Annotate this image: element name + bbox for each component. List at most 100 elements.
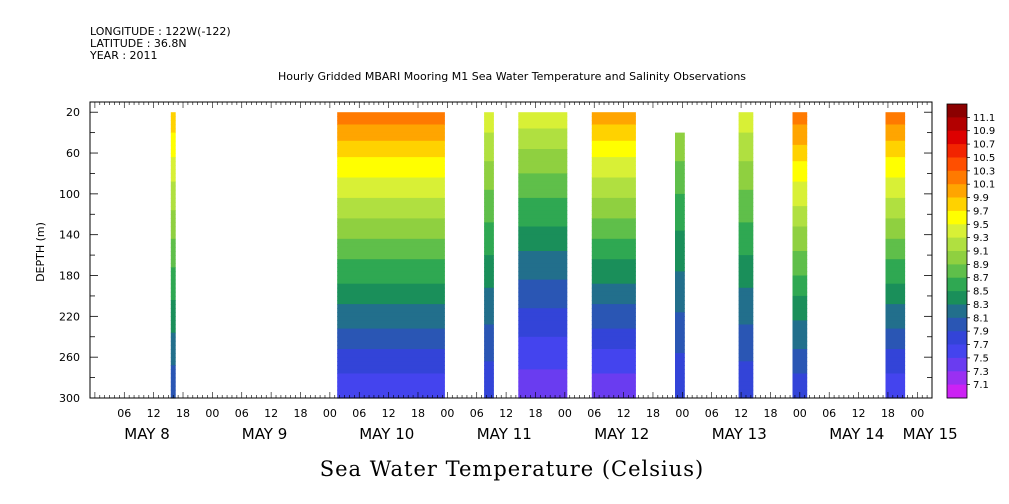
temperature-cell bbox=[675, 357, 685, 362]
temperature-cell bbox=[738, 283, 754, 289]
temperature-cell bbox=[170, 206, 176, 211]
temperature-cell bbox=[792, 300, 808, 305]
temperature-cell bbox=[170, 144, 176, 150]
temperature-cell bbox=[170, 214, 176, 219]
temperature-cell bbox=[675, 275, 685, 281]
colorbar: 11.1 10.9 10.7 10.5 10.3 10.1 9.9 9.7 9.5 9.3 9.1 8… bbox=[946, 103, 995, 399]
temperature-cell bbox=[792, 361, 808, 366]
temperature-cell bbox=[738, 144, 754, 150]
temperature-cell bbox=[337, 238, 445, 244]
temperature-cell bbox=[792, 381, 808, 387]
temperature-cell bbox=[885, 300, 906, 305]
temperature-cell bbox=[591, 149, 636, 154]
temperature-cell bbox=[484, 291, 494, 297]
temperature-cell bbox=[675, 210, 685, 215]
temperature-cell bbox=[792, 193, 808, 199]
temperature-cell bbox=[885, 304, 906, 309]
day-label: MAY 15 bbox=[903, 425, 958, 443]
y-tick-label: 300 bbox=[59, 392, 80, 405]
temperature-cell bbox=[675, 279, 685, 285]
temperature-cell bbox=[170, 112, 176, 117]
temperature-cell bbox=[591, 251, 636, 256]
temperature-cell bbox=[484, 320, 494, 326]
temperature-cell bbox=[484, 308, 494, 313]
colorbar-swatch bbox=[947, 331, 967, 345]
temperature-cell bbox=[885, 202, 906, 207]
temperature-cell bbox=[591, 295, 636, 301]
temperature-cell bbox=[885, 393, 906, 399]
x-tick-label: 00 bbox=[205, 407, 219, 420]
temperature-cell bbox=[518, 214, 568, 219]
temperature-cell bbox=[518, 308, 568, 313]
temperature-cell bbox=[518, 157, 568, 162]
colorbar-swatch bbox=[947, 317, 967, 332]
temperature-cell bbox=[675, 140, 685, 146]
temperature-cell bbox=[518, 169, 568, 175]
temperature-cell bbox=[792, 344, 808, 350]
temperature-cell bbox=[885, 365, 906, 370]
temperature-cell bbox=[337, 373, 445, 379]
temperature-cell bbox=[738, 377, 754, 383]
temperature-cell bbox=[738, 238, 754, 244]
colorbar-label: 7.3 bbox=[973, 367, 989, 378]
temperature-cell bbox=[170, 185, 176, 191]
temperature-cell bbox=[484, 120, 494, 126]
temperature-cell bbox=[885, 238, 906, 244]
temperature-cell bbox=[738, 246, 754, 252]
temperature-cell bbox=[170, 161, 176, 166]
colorbar-label: 7.7 bbox=[973, 340, 989, 351]
temperature-cell bbox=[675, 259, 685, 264]
temperature-cell bbox=[675, 336, 685, 342]
temperature-cell bbox=[170, 136, 176, 142]
temperature-cell bbox=[518, 291, 568, 297]
temperature-cell bbox=[675, 349, 685, 354]
temperature-cell bbox=[337, 116, 445, 121]
temperature-cell bbox=[885, 206, 906, 211]
temperature-cell bbox=[484, 157, 494, 162]
temperature-cell bbox=[518, 230, 568, 236]
temperature-cell bbox=[484, 365, 494, 370]
temperature-cell bbox=[675, 157, 685, 162]
temperature-cell bbox=[885, 385, 906, 391]
temperature-cell bbox=[792, 324, 808, 330]
temperature-cell bbox=[484, 389, 494, 395]
temperature-cell bbox=[792, 206, 808, 211]
temperature-cell bbox=[518, 365, 568, 370]
data-segment bbox=[738, 112, 754, 399]
temperature-cell bbox=[518, 185, 568, 191]
temperature-cell bbox=[170, 332, 176, 338]
temperature-cell bbox=[484, 181, 494, 187]
day-label: MAY 14 bbox=[829, 425, 884, 443]
temperature-cell bbox=[484, 218, 494, 224]
temperature-cell bbox=[885, 340, 906, 346]
temperature-cell bbox=[885, 185, 906, 191]
temperature-cell bbox=[738, 116, 754, 121]
temperature-cell bbox=[792, 161, 808, 166]
temperature-cell bbox=[885, 132, 906, 138]
temperature-cell bbox=[738, 124, 754, 130]
temperature-cell bbox=[337, 144, 445, 150]
temperature-cell bbox=[738, 300, 754, 305]
temperature-cell bbox=[337, 320, 445, 326]
temperature-cell bbox=[885, 324, 906, 330]
temperature-cell bbox=[337, 377, 445, 383]
temperature-cell bbox=[885, 214, 906, 219]
temperature-cell bbox=[792, 238, 808, 244]
colorbar-swatch bbox=[947, 277, 967, 292]
temperature-cell bbox=[675, 389, 685, 395]
temperature-cell bbox=[792, 340, 808, 346]
temperature-cell bbox=[738, 202, 754, 207]
colorbar-label: 8.5 bbox=[973, 287, 989, 298]
temperature-cell bbox=[885, 381, 906, 387]
temperature-cell bbox=[885, 234, 906, 240]
temperature-cell bbox=[337, 291, 445, 297]
temperature-cell bbox=[738, 185, 754, 191]
temperature-cell bbox=[591, 279, 636, 285]
colorbar-swatch bbox=[947, 384, 967, 399]
temperature-cell bbox=[337, 271, 445, 277]
temperature-cell bbox=[792, 385, 808, 391]
temperature-cell bbox=[518, 385, 568, 391]
temperature-cell bbox=[885, 308, 906, 313]
temperature-cell bbox=[675, 181, 685, 187]
temperature-cell bbox=[518, 112, 568, 117]
